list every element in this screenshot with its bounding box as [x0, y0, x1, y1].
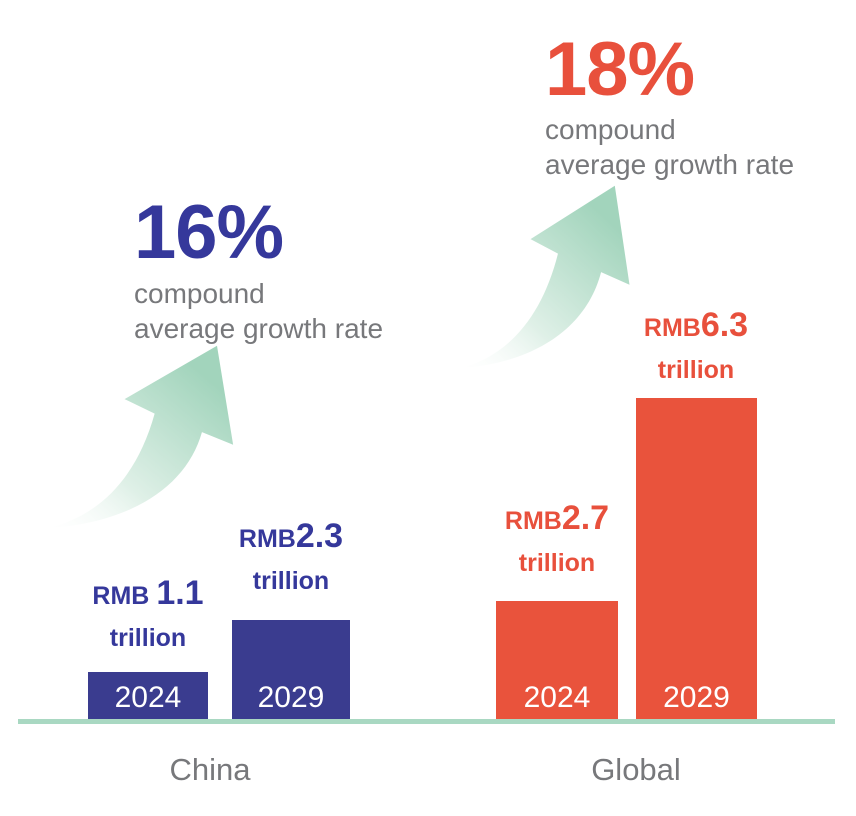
baseline-axis [18, 719, 835, 724]
china-growth-arrow-icon [48, 345, 234, 529]
category-label-china: China [169, 752, 251, 787]
bar-china-2024-year-label: 2024 [114, 681, 182, 714]
bar-global-2024-year-label: 2024 [523, 681, 591, 714]
china-cagr-note: compound average growth rate [134, 276, 383, 346]
china-2029-value-label: RMB2.3 trillion [191, 515, 391, 602]
global-2029-value-label: RMB6.3 trillion [596, 304, 796, 391]
china-2024-unit: trillion [109, 624, 187, 652]
bar-global-2029-year-label: 2029 [663, 681, 730, 714]
global-cagr-note: compound average growth rate [545, 112, 794, 182]
china-2024-value: RMB 1.1 [92, 574, 204, 612]
global-growth-arrow-icon [460, 185, 630, 369]
china-2029-unit: trillion [252, 567, 330, 595]
china-2029-value: RMB2.3 [238, 517, 344, 555]
china-cagr-note-line1: compound [134, 278, 265, 309]
bar-china-2024: 2024 [88, 672, 208, 719]
china-cagr-percent: 16% [134, 190, 284, 275]
bar-global-2024: 2024 [496, 601, 618, 719]
china-cagr-note-line2: average growth rate [134, 313, 384, 344]
global-2024-unit: trillion [518, 549, 596, 577]
global-2024-value: RMB2.7 [504, 499, 610, 537]
global-2029-unit: trillion [657, 356, 735, 384]
global-cagr-percent: 18% [545, 27, 695, 112]
china-2024-value-label: RMB 1.1 trillion [48, 572, 248, 659]
global-cagr-note-line1: compound [545, 114, 676, 145]
global-2024-value-label: RMB2.7 trillion [457, 497, 657, 584]
category-label-global: Global [591, 752, 681, 787]
global-cagr-note-line2: average growth rate [545, 149, 795, 180]
bar-china-2029-year-label: 2029 [257, 681, 325, 714]
bar-global-2029: 2029 [636, 398, 757, 719]
global-2029-value: RMB6.3 [643, 306, 749, 344]
bar-china-2029: 2029 [232, 620, 350, 719]
